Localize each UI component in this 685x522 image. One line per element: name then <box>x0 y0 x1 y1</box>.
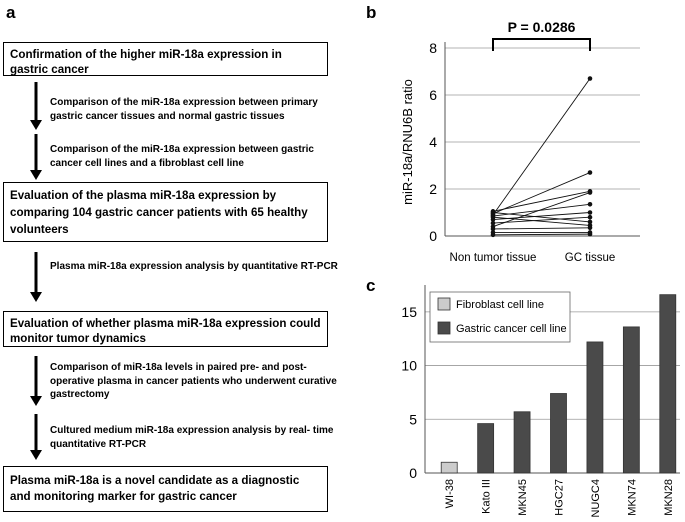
panel-a-letter: a <box>6 3 16 22</box>
bar <box>513 411 531 474</box>
y-axis-label: miR-18a/RNU6B ratio <box>400 79 415 205</box>
data-point <box>587 190 593 195</box>
series-line <box>492 78 591 216</box>
bar <box>622 326 640 474</box>
data-point <box>490 210 496 215</box>
down-arrow-icon <box>30 134 42 180</box>
bar <box>550 393 567 474</box>
chart-b-paired-line: 0 2 4 6 8 miR-18a/RNU6B ratio Non tumor tissue… <box>400 19 640 264</box>
data-point <box>490 220 496 226</box>
data-point <box>490 232 496 238</box>
y-tick-label: 6 <box>429 87 437 103</box>
data-point <box>490 214 496 220</box>
x-tick-label: Kato III <box>481 479 493 514</box>
x-tick-label: GC tissue <box>565 252 616 264</box>
data-point <box>587 231 593 237</box>
y-axis-label: miR-18a/RNU6B ratio <box>390 309 391 430</box>
x-tick-label: NUGC4 <box>590 479 602 518</box>
panel-c-letter: c <box>366 276 376 295</box>
down-arrow-icon <box>30 414 42 460</box>
flow-step-3: Plasma miR-18a expression analysis by qu… <box>50 261 338 272</box>
data-point <box>587 76 593 81</box>
data-point <box>587 219 593 225</box>
x-tick-label: HGC27 <box>554 479 566 516</box>
x-tick-label: Non tumor tissue <box>450 252 537 264</box>
bar <box>586 341 604 474</box>
series-line <box>492 212 591 223</box>
flow-box-4: Plasma miR-18a is a novel candidate as a… <box>3 466 328 512</box>
legend-swatch <box>437 321 451 335</box>
series-line <box>492 216 591 226</box>
series-line <box>492 192 591 228</box>
series-line <box>492 190 591 212</box>
flow-box-1: Confirmation of the higher miR-18a expre… <box>3 42 328 76</box>
x-tick-label: WI-38 <box>444 479 456 508</box>
series-line <box>492 216 591 224</box>
legend-label: Gastric cancer cell line <box>456 323 567 335</box>
y-tick-label: 4 <box>429 134 437 150</box>
y-tick-label: 2 <box>429 181 437 197</box>
series-line <box>492 227 591 230</box>
down-arrow-icon <box>30 82 42 130</box>
flow-box-2: Evaluation of the plasma miR-18a express… <box>3 182 328 242</box>
x-tick-label: MKN74 <box>626 479 638 516</box>
bar <box>440 461 458 474</box>
bar <box>659 294 677 474</box>
p-value-annotation: P = 0.0286 <box>508 19 576 35</box>
data-point <box>587 225 593 231</box>
y-tick-label: 0 <box>409 465 417 481</box>
chart-c-bar: 0 5 10 15 miR-18a/RNU6B ratio WI-38 Kato III MK… <box>390 285 680 518</box>
series-line <box>492 172 591 215</box>
bar <box>477 423 495 474</box>
significance-bracket <box>492 38 591 51</box>
flow-step-4: Comparison of miR-18a levels in paired p… <box>50 362 337 400</box>
data-point <box>587 170 593 175</box>
data-point <box>490 226 496 232</box>
data-point <box>587 214 593 220</box>
legend-box <box>429 291 571 343</box>
y-tick-label: 15 <box>401 304 417 320</box>
flow-step-1: Comparison of the miR-18a expression bet… <box>50 97 318 122</box>
series-line <box>492 233 591 236</box>
x-tick-label: MKN28 <box>663 479 675 516</box>
flow-step-2: Comparison of the miR-18a expression bet… <box>50 144 314 169</box>
panel-b-letter: b <box>366 3 377 22</box>
y-tick-label: 0 <box>429 228 437 244</box>
data-point <box>587 210 593 215</box>
data-point <box>587 201 593 207</box>
legend-label: Fibroblast cell line <box>456 299 544 311</box>
y-tick-label: 5 <box>409 411 417 427</box>
y-tick-label: 10 <box>401 358 417 374</box>
legend-swatch <box>437 297 451 311</box>
down-arrow-icon <box>30 252 42 302</box>
down-arrow-icon <box>30 356 42 406</box>
flow-step-5: Cultured medium miR-18a expression analy… <box>50 425 334 450</box>
y-tick-label: 8 <box>429 40 437 56</box>
flow-box-3: Evaluation of whether plasma miR-18a exp… <box>3 311 328 347</box>
x-tick-label: MKN45 <box>517 479 529 516</box>
